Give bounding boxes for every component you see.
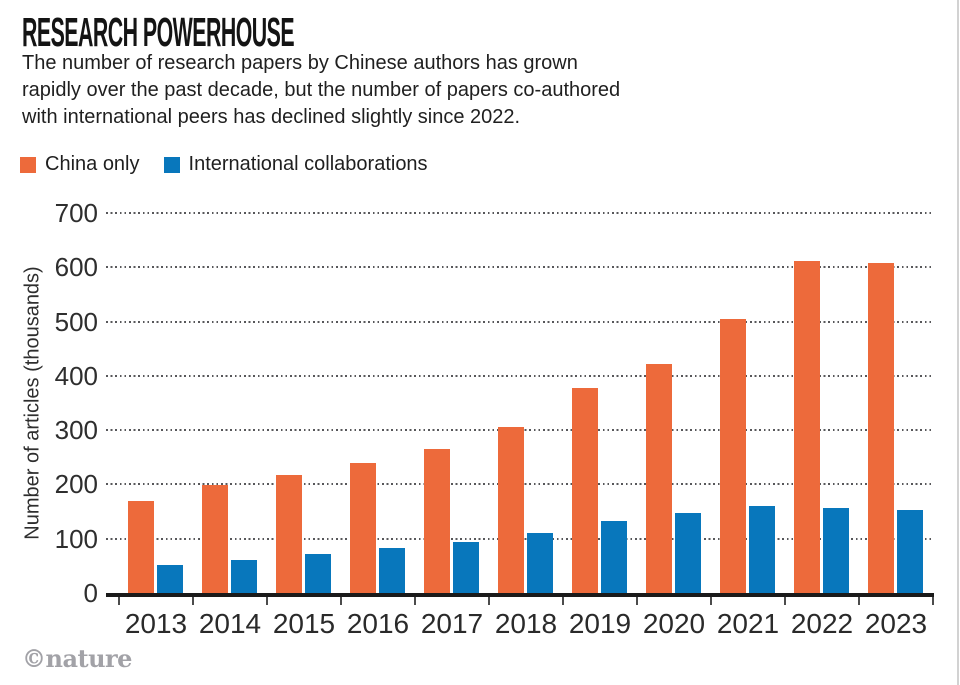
y-axis-tick-label: 600 bbox=[54, 252, 98, 283]
bar-china-only-2014 bbox=[202, 485, 228, 593]
x-axis-tick bbox=[858, 597, 860, 605]
legend-swatch-blue bbox=[163, 156, 180, 173]
chart-subtitle: The number of research papers by Chinese… bbox=[22, 50, 620, 131]
x-axis-tick bbox=[636, 597, 638, 605]
x-axis-tick bbox=[414, 597, 416, 605]
gridline-700 bbox=[106, 211, 933, 214]
bar-international-collaborations-2021 bbox=[749, 506, 775, 593]
subtitle-line: The number of research papers by Chinese… bbox=[22, 52, 578, 74]
x-axis-tick-label: 2020 bbox=[642, 608, 706, 639]
legend-label: China only bbox=[45, 153, 140, 175]
gridline-400 bbox=[106, 374, 933, 377]
y-axis-tick-label: 700 bbox=[54, 197, 98, 228]
bar-international-collaborations-2015 bbox=[305, 554, 331, 593]
subtitle-line: with international peers has declined sl… bbox=[22, 106, 521, 128]
x-axis-tick bbox=[340, 597, 342, 605]
x-axis-tick bbox=[488, 597, 490, 605]
bar-china-only-2019 bbox=[572, 388, 598, 593]
x-axis-tick bbox=[562, 597, 564, 605]
bar-china-only-2021 bbox=[720, 318, 746, 593]
x-axis-line bbox=[106, 593, 934, 597]
x-axis-tick-label: 2018 bbox=[494, 608, 558, 639]
x-axis-tick-label: 2016 bbox=[346, 608, 410, 639]
legend: China only International collaborations bbox=[20, 153, 428, 176]
bar-china-only-2020 bbox=[646, 363, 672, 593]
gridline-500 bbox=[106, 320, 933, 323]
bar-international-collaborations-2020 bbox=[675, 512, 701, 593]
x-axis-tick-label: 2019 bbox=[568, 608, 632, 639]
y-axis-tick-label: 500 bbox=[54, 306, 98, 337]
nature-credit: ©nature bbox=[22, 644, 132, 673]
x-axis-tick-label: 2021 bbox=[716, 608, 780, 639]
bar-international-collaborations-2019 bbox=[601, 521, 627, 593]
x-axis-tick bbox=[118, 597, 120, 605]
bar-international-collaborations-2014 bbox=[231, 559, 257, 593]
bar-international-collaborations-2013 bbox=[157, 564, 183, 593]
bar-international-collaborations-2022 bbox=[823, 507, 849, 593]
legend-label: International collaborations bbox=[188, 153, 428, 175]
y-axis-tick-label: 100 bbox=[54, 523, 98, 554]
x-axis-tick-label: 2023 bbox=[864, 608, 928, 639]
x-axis-tick-label: 2015 bbox=[272, 608, 336, 639]
bar-china-only-2018 bbox=[498, 427, 524, 593]
bar-china-only-2013 bbox=[128, 500, 154, 593]
gridline-600 bbox=[106, 266, 933, 269]
chart-title: RESEARCH POWERHOUSE bbox=[22, 9, 295, 55]
bar-china-only-2017 bbox=[424, 449, 450, 593]
legend-item-international-collaborations: International collaborations bbox=[163, 153, 428, 176]
x-axis-tick-label: 2014 bbox=[198, 608, 262, 639]
bar-china-only-2023 bbox=[868, 262, 894, 593]
bar-china-only-2015 bbox=[276, 474, 302, 593]
page-edge-divider bbox=[957, 0, 959, 685]
x-axis-tick bbox=[932, 597, 934, 605]
bar-international-collaborations-2017 bbox=[453, 541, 479, 593]
bar-international-collaborations-2023 bbox=[897, 509, 923, 593]
x-axis-tick bbox=[784, 597, 786, 605]
x-axis-tick-label: 2017 bbox=[420, 608, 484, 639]
y-axis-tick-label: 400 bbox=[54, 360, 98, 391]
bar-china-only-2016 bbox=[350, 462, 376, 593]
legend-item-china-only: China only bbox=[20, 153, 140, 176]
y-axis-tick-label: 300 bbox=[54, 415, 98, 446]
bar-china-only-2022 bbox=[794, 260, 820, 593]
x-axis-tick bbox=[192, 597, 194, 605]
y-axis-title: Number of articles (thousands) bbox=[21, 266, 44, 540]
x-axis-tick bbox=[710, 597, 712, 605]
x-axis-tick bbox=[266, 597, 268, 605]
y-axis-tick-label: 0 bbox=[83, 578, 98, 608]
x-axis-tick-label: 2022 bbox=[790, 608, 854, 639]
x-axis-tick-label: 2013 bbox=[124, 608, 188, 639]
y-axis-tick-label: 200 bbox=[54, 469, 98, 500]
legend-swatch-orange bbox=[20, 156, 36, 173]
bar-international-collaborations-2018 bbox=[527, 533, 553, 593]
bar-international-collaborations-2016 bbox=[379, 547, 405, 593]
subtitle-line: rapidly over the past decade, but the nu… bbox=[22, 79, 621, 101]
